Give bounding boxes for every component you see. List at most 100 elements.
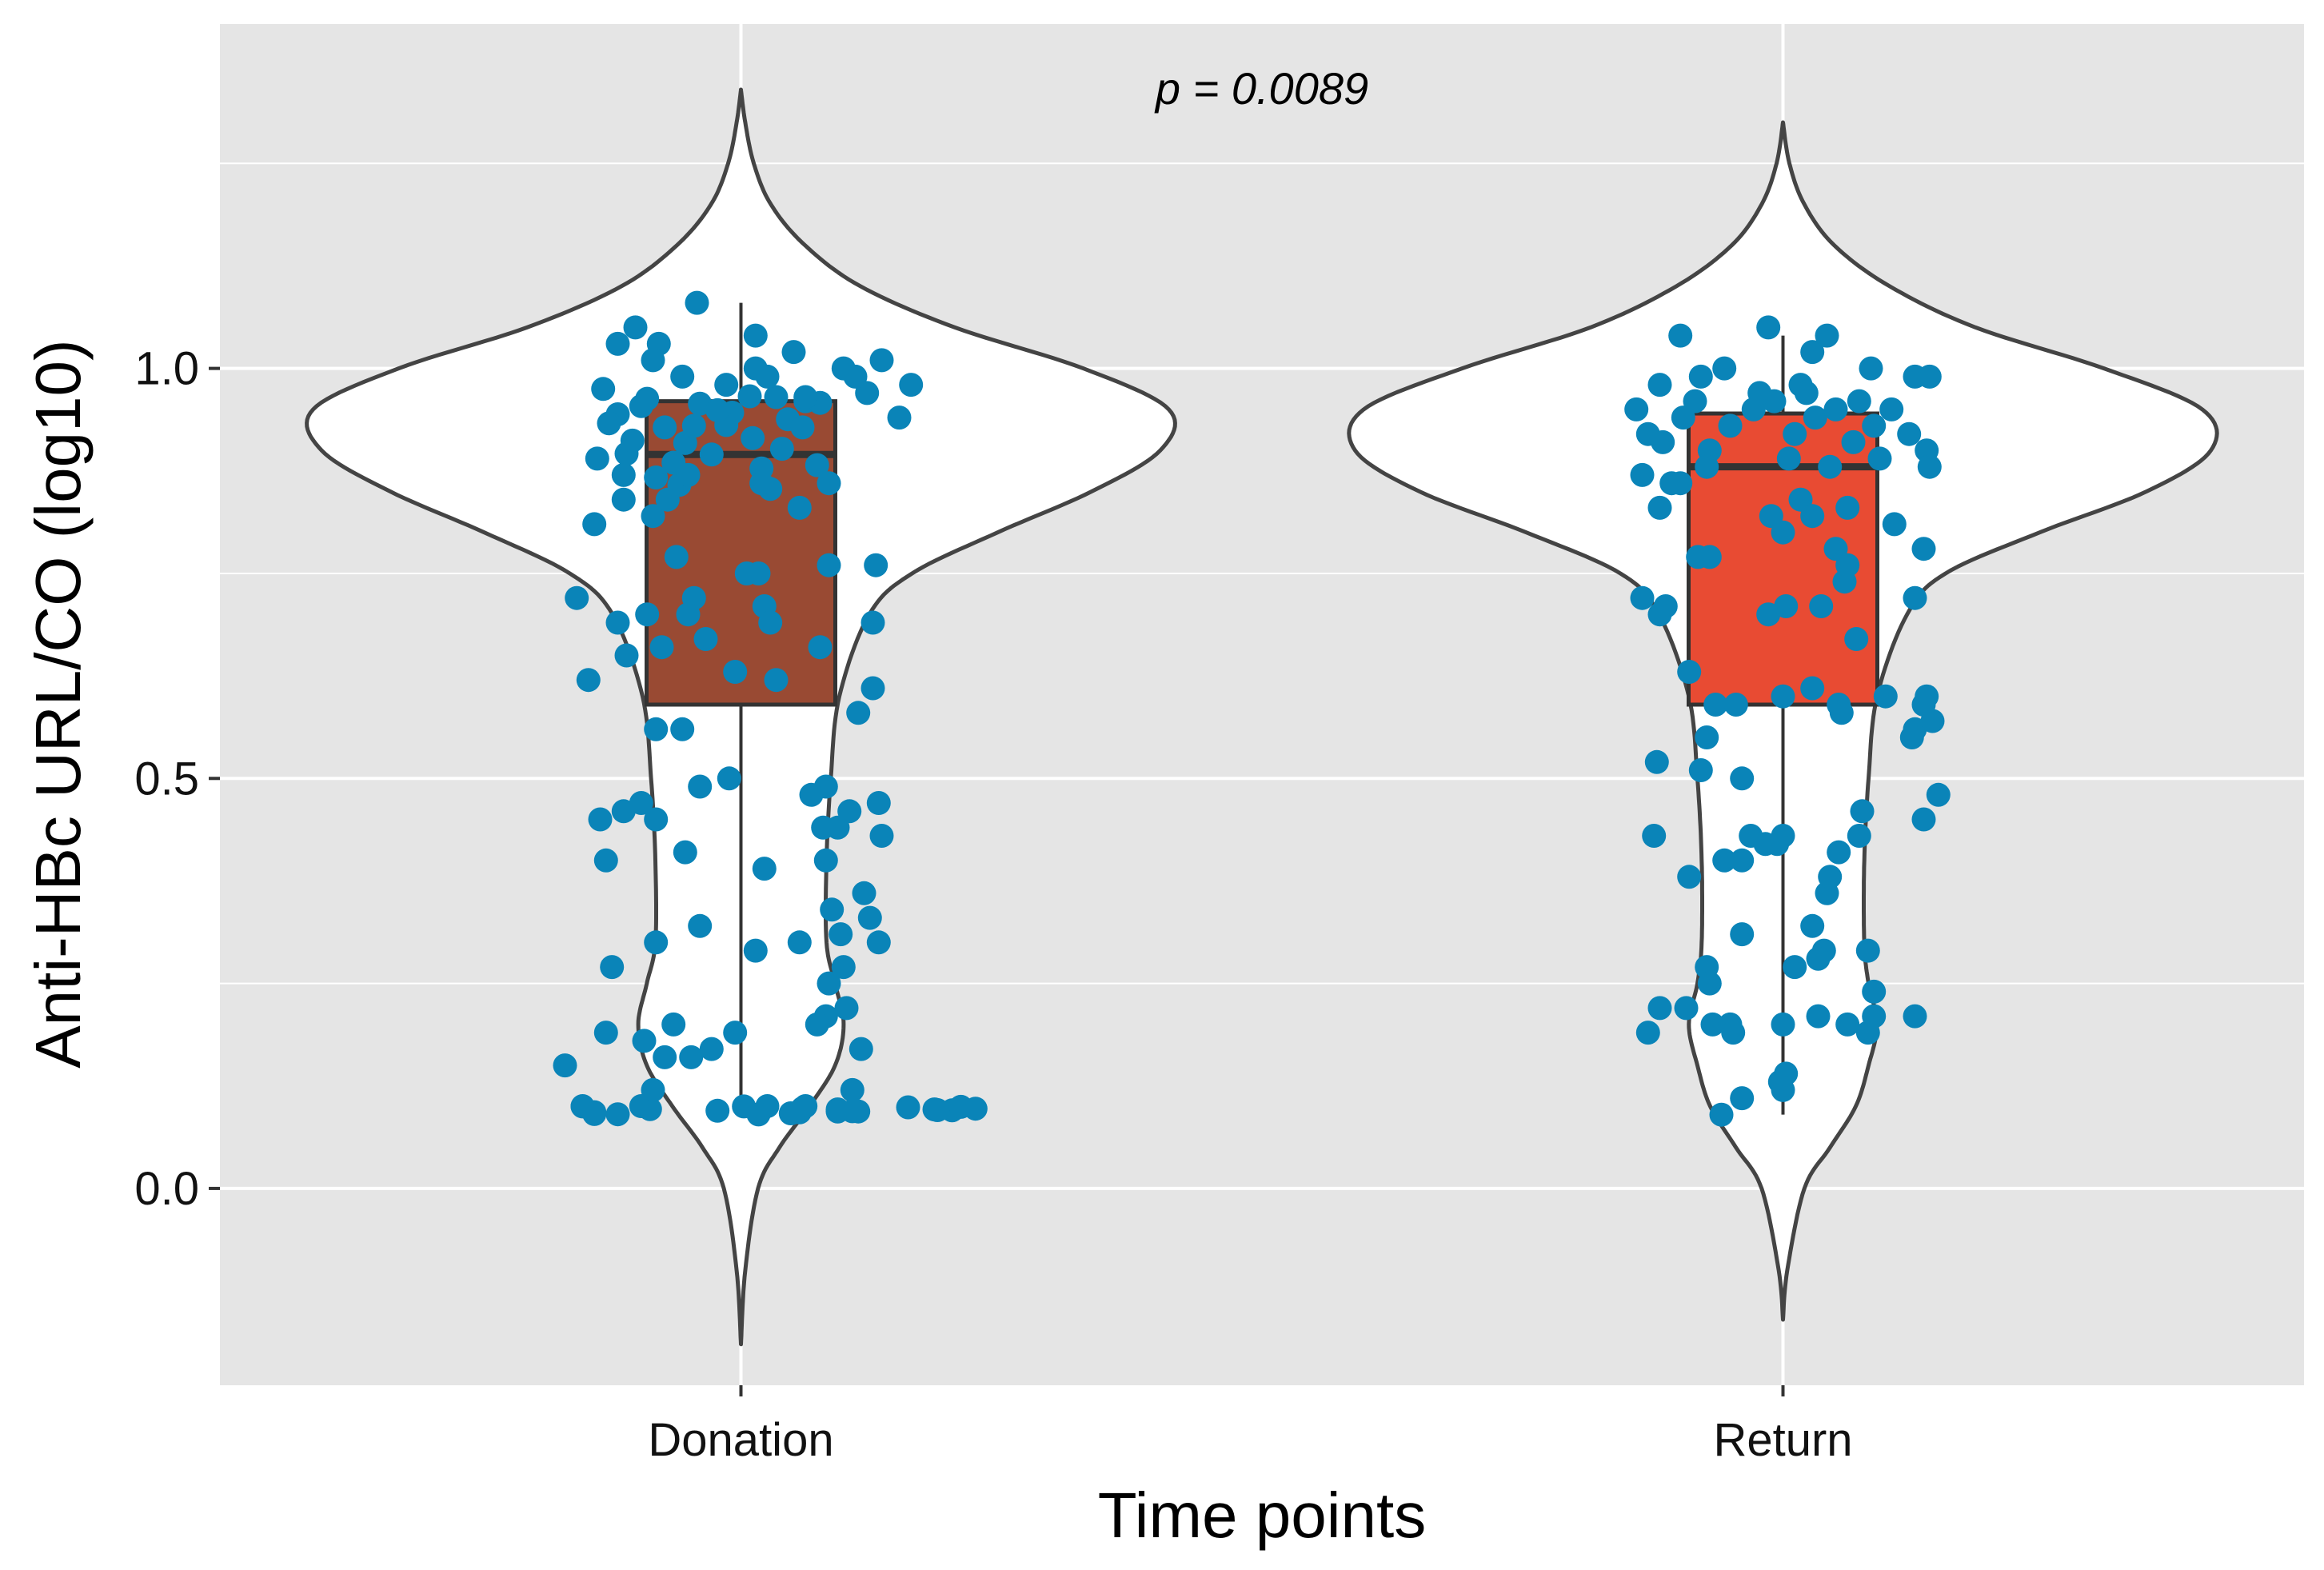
data-points (553, 290, 1951, 1127)
y-tick-label: 0.5 (134, 753, 199, 805)
data-point (1721, 1021, 1746, 1045)
data-point (1903, 585, 1927, 610)
data-point (787, 930, 812, 955)
data-point (637, 1097, 662, 1121)
data-point (831, 955, 856, 980)
p-value-annotation: p = 0.0089 (1154, 63, 1368, 114)
data-point (649, 635, 674, 660)
data-point (1897, 421, 1922, 446)
data-point (635, 386, 660, 411)
y-tick-label: 0.0 (134, 1163, 199, 1215)
data-point (866, 930, 891, 955)
data-point (817, 471, 841, 496)
data-point (644, 465, 669, 489)
data-point (655, 487, 680, 512)
data-point (1730, 848, 1755, 873)
data-point (588, 807, 613, 832)
data-point (623, 315, 648, 340)
data-point (644, 807, 669, 832)
data-point (644, 930, 669, 955)
data-point (1815, 323, 1839, 348)
data-point (1635, 1021, 1660, 1045)
data-point (1847, 824, 1871, 848)
data-point (620, 428, 645, 453)
data-point (591, 377, 616, 401)
data-point (1700, 1012, 1725, 1037)
data-point (629, 791, 653, 815)
data-point (1794, 381, 1819, 405)
data-point (670, 717, 695, 741)
data-point (1771, 1012, 1795, 1037)
data-point (1850, 799, 1875, 824)
data-point (1647, 373, 1672, 397)
data-point (764, 668, 789, 693)
data-point (861, 610, 885, 635)
data-point (755, 364, 780, 389)
data-point (641, 504, 665, 529)
data-point (1651, 429, 1675, 454)
data-point (864, 553, 888, 577)
data-point (837, 799, 862, 824)
data-point (1911, 537, 1936, 561)
data-point (1783, 955, 1807, 980)
data-point (1809, 594, 1834, 618)
data-point (817, 553, 841, 577)
data-point (1844, 627, 1869, 651)
data-point (1630, 585, 1655, 610)
data-point (1827, 840, 1851, 865)
data-point (1873, 684, 1898, 709)
data-point (790, 415, 815, 440)
data-point (611, 462, 636, 487)
data-point (673, 840, 697, 865)
data-point (1756, 315, 1781, 340)
data-point (1644, 749, 1669, 774)
data-point (1747, 381, 1772, 405)
data-point (741, 425, 765, 450)
data-point (1712, 356, 1737, 381)
data-point (585, 446, 609, 471)
data-point (644, 717, 669, 741)
data-point (852, 881, 876, 905)
data-point (1855, 1021, 1880, 1045)
data-point (825, 1099, 850, 1124)
data-point (769, 437, 794, 461)
data-point (1806, 946, 1831, 971)
data-point (1647, 495, 1672, 520)
data-point (681, 413, 706, 438)
data-point (600, 955, 625, 980)
data-point (593, 848, 618, 873)
data-point (1723, 693, 1748, 717)
data-point (1759, 504, 1783, 529)
data-point (576, 668, 601, 693)
data-point (1683, 389, 1707, 413)
data-point (605, 1102, 630, 1127)
data-point (688, 774, 713, 799)
data-point (799, 782, 824, 807)
data-point (1697, 971, 1722, 996)
data-point (896, 1095, 920, 1120)
data-point (611, 487, 636, 512)
data-point (743, 938, 768, 963)
data-point (1730, 922, 1755, 947)
data-point (846, 701, 871, 725)
data-point (1677, 660, 1702, 684)
data-point (1800, 913, 1825, 938)
data-point (632, 1029, 657, 1053)
data-point (705, 397, 730, 422)
data-point (869, 824, 894, 848)
data-point (670, 364, 695, 389)
data-point (699, 442, 724, 467)
data-point (1709, 1102, 1734, 1127)
data-point (605, 331, 630, 356)
x-tick-label: Donation (648, 1414, 833, 1466)
data-point (605, 610, 630, 635)
data-point (582, 512, 607, 537)
data-point (813, 848, 838, 873)
data-point (676, 462, 701, 487)
data-point (743, 323, 768, 348)
data-point (641, 1077, 665, 1102)
data-point (1835, 1012, 1860, 1037)
data-point (1688, 364, 1713, 389)
data-point (843, 364, 868, 389)
data-point (723, 1021, 748, 1045)
